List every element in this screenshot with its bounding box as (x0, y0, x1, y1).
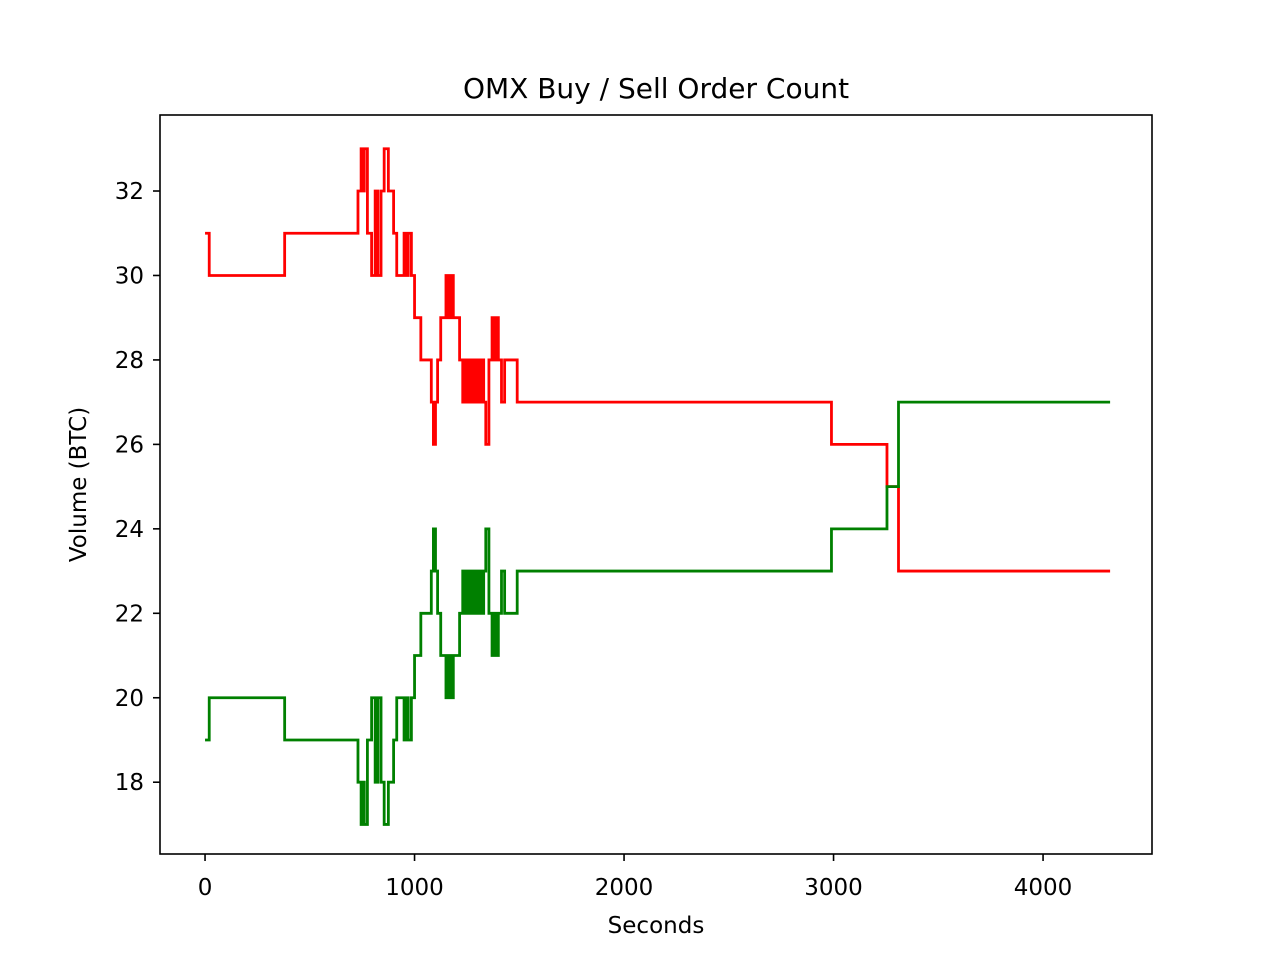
x-tick-label: 0 (198, 875, 213, 901)
y-tick-label: 32 (115, 179, 144, 205)
y-tick-label: 18 (115, 770, 144, 796)
y-tick-label: 22 (115, 601, 144, 627)
x-tick-label: 1000 (385, 875, 444, 901)
y-tick-label: 28 (115, 348, 144, 374)
series-line-2 (205, 400, 1111, 826)
axes-frame (159, 114, 1153, 855)
x-tick-label: 4000 (1014, 875, 1073, 901)
series-line-1 (205, 147, 1111, 573)
y-tick-label: 30 (115, 263, 144, 289)
y-tick-label: 20 (115, 686, 144, 712)
y-tick-label: 26 (115, 432, 144, 458)
y-axis: 18 20 22 24 26 28 30 32 (115, 179, 160, 796)
x-tick-label: 3000 (804, 875, 863, 901)
chart-title: OMX Buy / Sell Order Count (463, 72, 849, 105)
y-axis-label: Volume (BTC) (66, 407, 92, 562)
series-layer (205, 147, 1111, 826)
x-axis-label: Seconds (608, 913, 705, 939)
x-axis: 0 1000 2000 3000 4000 (198, 854, 1073, 901)
y-tick-label: 24 (115, 517, 144, 543)
x-tick-label: 2000 (595, 875, 654, 901)
